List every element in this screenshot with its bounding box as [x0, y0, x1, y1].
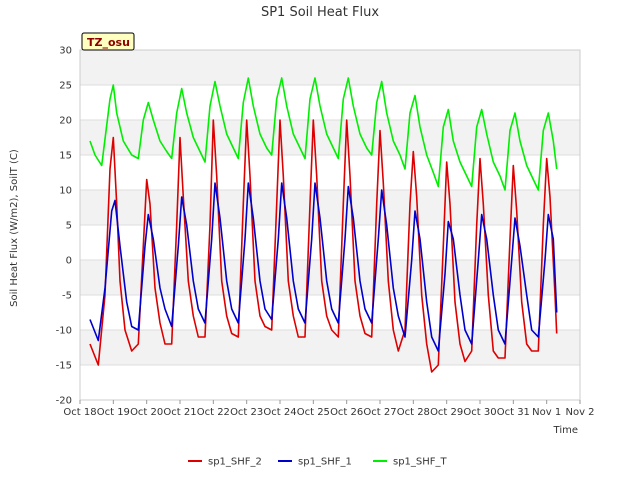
legend-label: sp1_SHF_T — [393, 457, 448, 468]
x-tick-label: Nov 2 — [565, 407, 594, 418]
y-tick-label: 0 — [66, 256, 72, 267]
x-tick-label: Oct 29 — [430, 407, 463, 418]
x-tick-label: Oct 22 — [197, 407, 230, 418]
y-tick-label: 25 — [59, 81, 72, 92]
legend-label: sp1_SHF_1 — [298, 457, 352, 468]
background-band — [80, 260, 580, 295]
y-tick-label: 5 — [66, 221, 72, 232]
x-tick-label: Oct 28 — [397, 407, 430, 418]
y-tick-label: -5 — [62, 291, 72, 302]
x-tick-label: Oct 20 — [130, 407, 163, 418]
y-tick-label: 20 — [59, 116, 72, 127]
x-tick-label: Oct 26 — [330, 407, 363, 418]
series-line-sp1-shf-t — [89, 77, 558, 191]
plot-background-bands — [80, 50, 580, 365]
x-tick-labels: Oct 18 Oct 19 Oct 20 Oct 21 Oct 22 Oct 23 Oct … — [63, 400, 595, 418]
x-axis-label: Time — [553, 425, 578, 436]
y-tick-label: -20 — [56, 396, 72, 407]
x-tick-label: Oct 24 — [263, 407, 296, 418]
x-tick-label: Nov 1 — [532, 407, 561, 418]
x-tick-label: Oct 25 — [297, 407, 330, 418]
x-tick-label: Oct 19 — [97, 407, 130, 418]
chart-title: SP1 Soil Heat Flux — [261, 5, 379, 20]
series-line-sp1-shf-1 — [89, 182, 558, 352]
x-tick-label: Oct 27 — [363, 407, 396, 418]
x-tick-label: Oct 18 — [63, 407, 96, 418]
series-layer — [89, 77, 558, 373]
legend-label: sp1_SHF_2 — [208, 457, 262, 468]
y-tick-label: -15 — [56, 361, 72, 372]
y-tick-label: 30 — [59, 46, 72, 57]
background-band — [80, 50, 580, 85]
y-tick-label: -10 — [56, 326, 72, 337]
x-tick-label: Oct 30 — [463, 407, 496, 418]
background-band — [80, 120, 580, 155]
background-band — [80, 190, 580, 225]
y-tick-label: 10 — [59, 186, 72, 197]
x-tick-label: Oct 21 — [163, 407, 196, 418]
y-tick-labels: -20 -15 -10 -5 0 5 10 15 20 25 30 — [56, 46, 72, 407]
legend: sp1_SHF_2 sp1_SHF_1 sp1_SHF_T — [188, 457, 448, 468]
plot-frame — [79, 49, 581, 401]
tz-badge-box — [81, 32, 135, 51]
y-tick-label: 15 — [59, 151, 72, 162]
tz-badge-label: TZ_osu — [87, 36, 130, 49]
tz-badge: TZ_osu — [81, 32, 135, 51]
y-axis-label: Soil Heat Flux (W/m2), SoilT (C) — [9, 149, 20, 307]
x-tick-label: Oct 23 — [230, 407, 263, 418]
x-tick-label: Oct 31 — [497, 407, 530, 418]
